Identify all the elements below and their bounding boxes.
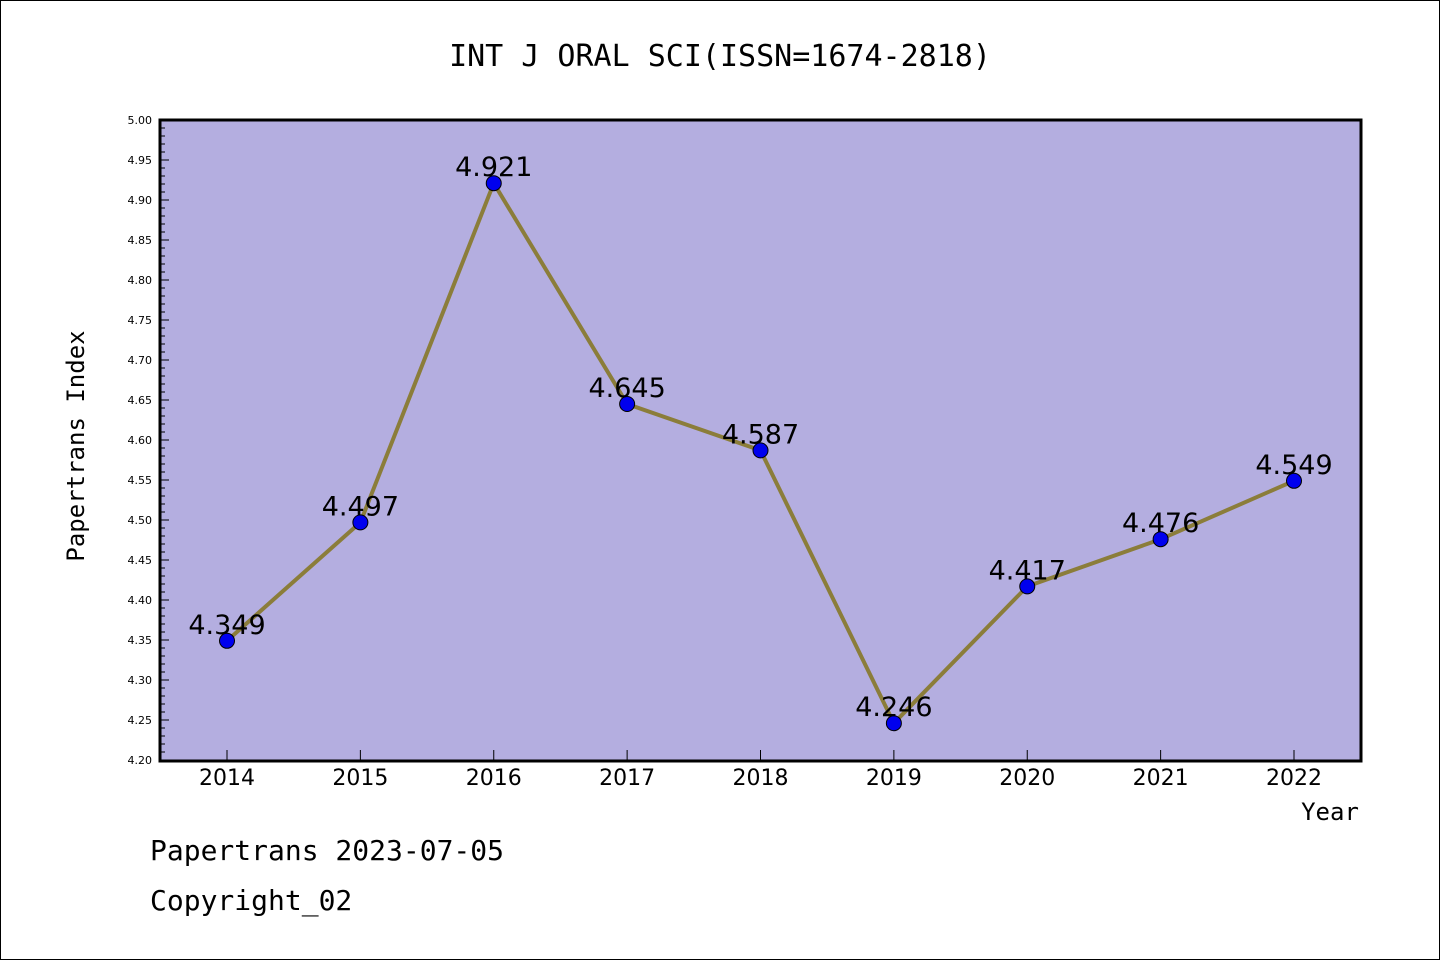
footer-date: Papertrans 2023-07-05	[150, 834, 505, 867]
y-tick-label: 4.45	[128, 554, 153, 567]
data-point	[619, 396, 636, 412]
data-label: 4.349	[188, 610, 265, 641]
data-point	[219, 632, 235, 649]
x-tick-label: 2016	[466, 766, 522, 791]
footer-copyright: Copyright_02	[150, 884, 353, 917]
data-label: 4.645	[588, 373, 665, 404]
y-tick-label: 4.75	[128, 314, 153, 327]
y-tick-label: 4.95	[128, 154, 153, 167]
data-label: 4.417	[989, 555, 1066, 586]
x-tick-label: 2021	[1133, 766, 1189, 791]
data-label: 4.921	[455, 152, 532, 183]
y-tick-label: 4.50	[128, 514, 153, 527]
y-tick-label: 4.60	[128, 434, 153, 447]
y-tick-label: 4.85	[128, 234, 153, 247]
x-tick-label: 2015	[332, 766, 388, 791]
y-tick-label: 5.00	[128, 114, 153, 127]
data-point	[1152, 531, 1169, 548]
data-point	[352, 514, 369, 531]
x-axis-title: Year	[1301, 798, 1359, 826]
y-tick-label: 4.80	[128, 274, 153, 287]
data-label: 4.497	[322, 491, 399, 522]
chart-title: INT J ORAL SCI(ISSN=1674-2818)	[449, 39, 991, 74]
y-tick-label: 4.20	[128, 754, 153, 767]
x-tick-label: 2020	[999, 766, 1055, 791]
data-label: 4.587	[722, 419, 799, 450]
y-tick-label: 4.55	[128, 474, 153, 487]
y-tick-label: 4.70	[128, 354, 153, 367]
y-tick-label: 4.65	[128, 394, 153, 407]
data-label: 4.476	[1122, 508, 1199, 539]
data-point	[1286, 472, 1302, 489]
y-tick-label: 4.90	[128, 194, 153, 207]
y-tick-label: 4.40	[128, 594, 153, 607]
y-tick-label: 4.25	[128, 714, 153, 727]
x-tick-label: 2018	[733, 766, 789, 791]
x-tick-label: 2014	[199, 766, 255, 791]
y-tick-label: 4.30	[128, 674, 153, 687]
data-point	[752, 442, 769, 459]
data-label: 4.246	[855, 692, 932, 723]
plot-border	[158, 118, 1363, 763]
x-tick-label: 2017	[599, 766, 655, 791]
data-point	[485, 175, 502, 192]
x-tick-label: 2022	[1266, 766, 1322, 791]
data-point	[885, 715, 902, 732]
y-axis-title: Papertrans Index	[62, 330, 90, 561]
plot-area	[160, 120, 1361, 761]
data-label: 4.549	[1255, 450, 1332, 481]
y-tick-label: 4.35	[128, 634, 153, 647]
x-tick-label: 2019	[866, 766, 922, 791]
data-point	[1019, 578, 1036, 595]
